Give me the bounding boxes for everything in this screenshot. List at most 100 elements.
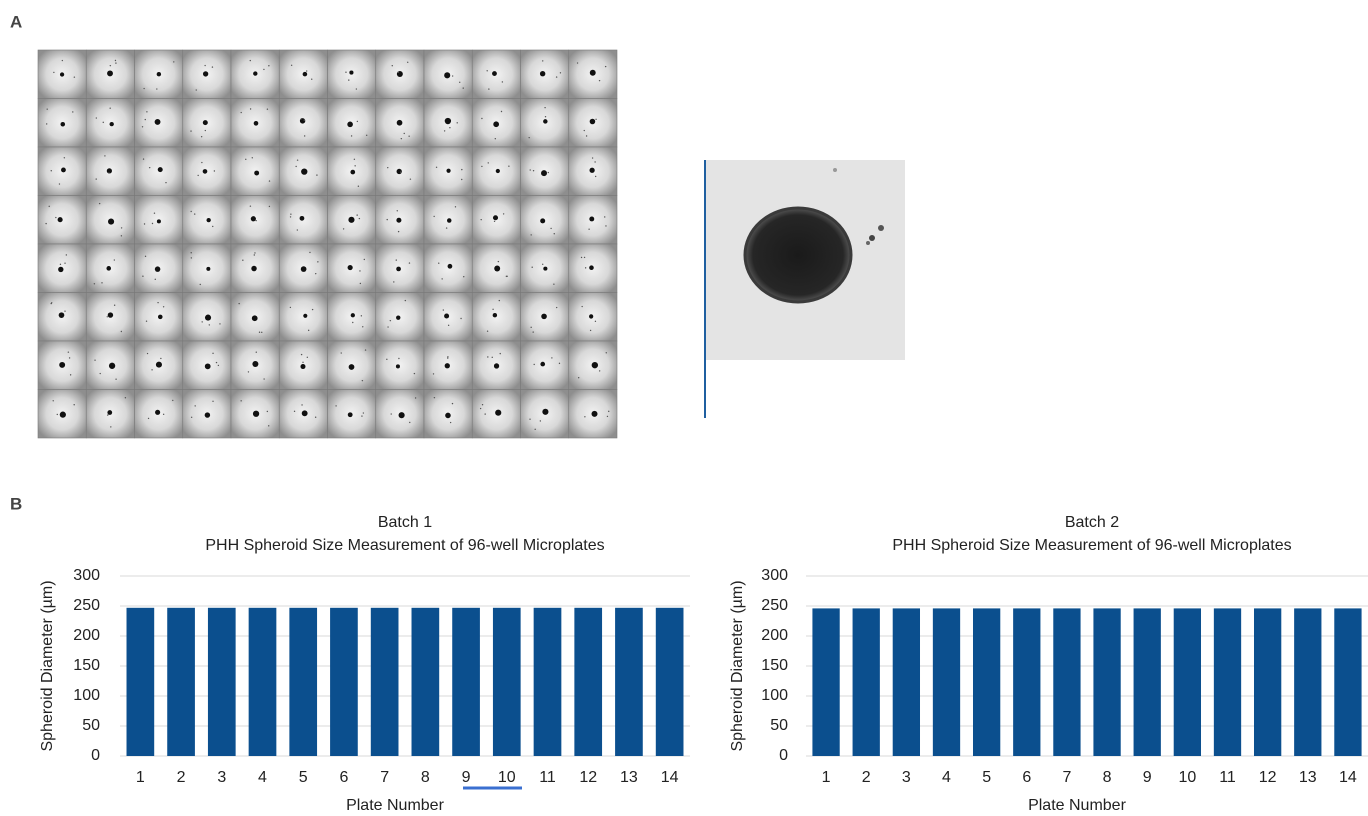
x-tick-label: 5 <box>982 769 991 786</box>
bar <box>893 608 920 756</box>
debris <box>584 130 585 131</box>
debris <box>592 157 593 158</box>
debris <box>255 220 256 221</box>
debris <box>304 135 305 136</box>
debris <box>248 371 249 372</box>
debris <box>72 111 73 112</box>
debris <box>148 418 149 419</box>
spheroid-dot <box>59 362 65 368</box>
bar <box>167 608 195 756</box>
debris <box>482 404 483 405</box>
debris <box>560 72 561 73</box>
debris <box>212 66 213 67</box>
spheroid-dot <box>589 265 594 270</box>
debris <box>530 327 531 328</box>
x-tick-label: 12 <box>579 769 597 786</box>
spheroid-dot <box>444 72 450 78</box>
debris <box>449 127 450 128</box>
debris <box>250 205 251 206</box>
debris <box>534 429 535 430</box>
debris <box>441 278 442 279</box>
spheroid-dot <box>203 169 208 174</box>
debris <box>501 111 502 112</box>
bar <box>933 608 960 756</box>
spheroid-dot <box>592 362 598 368</box>
debris <box>301 354 302 355</box>
debris <box>508 165 509 166</box>
debris <box>605 66 606 67</box>
spheroid-dot <box>589 314 593 318</box>
x-tick-label: 1 <box>822 769 831 786</box>
debris <box>302 362 303 363</box>
y-tick-label: 100 <box>761 687 788 704</box>
debris <box>290 307 291 308</box>
debris <box>503 213 504 214</box>
x-tick-label: 8 <box>421 769 430 786</box>
debris <box>115 62 116 63</box>
debris <box>143 158 144 159</box>
bar <box>493 608 521 756</box>
spheroid-dot <box>300 216 305 221</box>
debris <box>443 309 444 310</box>
spheroid-dot <box>540 362 545 367</box>
debris <box>366 135 367 136</box>
debris <box>452 75 453 76</box>
spheroid-dot <box>206 267 210 271</box>
debris <box>62 60 63 61</box>
spheroid-dot <box>203 71 208 76</box>
bar <box>1174 608 1201 756</box>
debris <box>269 206 270 207</box>
debris <box>530 234 531 235</box>
x-tick-label: 6 <box>1022 769 1031 786</box>
chart-title: Batch 1 <box>378 514 432 531</box>
spheroid-dot <box>155 266 161 272</box>
spheroid-dot <box>494 266 500 272</box>
debris <box>554 233 555 234</box>
debris <box>110 65 111 66</box>
spheroid-image <box>705 160 905 418</box>
x-tick-label: 11 <box>1219 769 1236 786</box>
debris <box>531 267 532 268</box>
y-tick-label: 150 <box>761 657 788 674</box>
bar <box>412 608 440 756</box>
y-axis-title: Spheroid Diameter (µm) <box>39 580 56 751</box>
bar <box>1254 608 1281 756</box>
debris <box>433 373 434 374</box>
debris <box>500 353 501 354</box>
spheroid-dot <box>397 169 402 174</box>
spheroid-dot <box>156 362 162 368</box>
debris <box>196 89 197 90</box>
debris <box>398 72 399 73</box>
debris <box>544 107 545 108</box>
debris <box>55 217 56 218</box>
debris <box>599 80 600 81</box>
debris <box>115 379 116 380</box>
debris <box>550 228 551 229</box>
spheroid-dot <box>251 266 256 271</box>
spheroid-dot <box>253 71 257 75</box>
spheroid-dot <box>445 413 451 419</box>
spheroid-dot <box>540 218 545 223</box>
debris <box>487 356 488 357</box>
x-axis-title: Plate Number <box>1028 797 1126 814</box>
debris <box>154 213 155 214</box>
debris <box>51 170 52 171</box>
debris <box>551 357 552 358</box>
debris <box>108 172 109 173</box>
debris <box>165 182 166 183</box>
debris <box>204 65 205 66</box>
debris <box>197 175 198 176</box>
debris <box>362 380 363 381</box>
x-tick-label: 4 <box>258 769 267 786</box>
debris <box>73 404 74 405</box>
debris <box>391 413 392 414</box>
spheroid-dot <box>492 71 497 76</box>
debris <box>351 135 352 136</box>
spheroid-dot <box>158 315 163 320</box>
debris <box>121 331 122 332</box>
spheroid-dot <box>590 70 596 76</box>
spheroid-dot <box>254 171 259 176</box>
debris <box>364 259 365 260</box>
spheroid-dot <box>108 219 114 225</box>
debris <box>268 65 269 66</box>
